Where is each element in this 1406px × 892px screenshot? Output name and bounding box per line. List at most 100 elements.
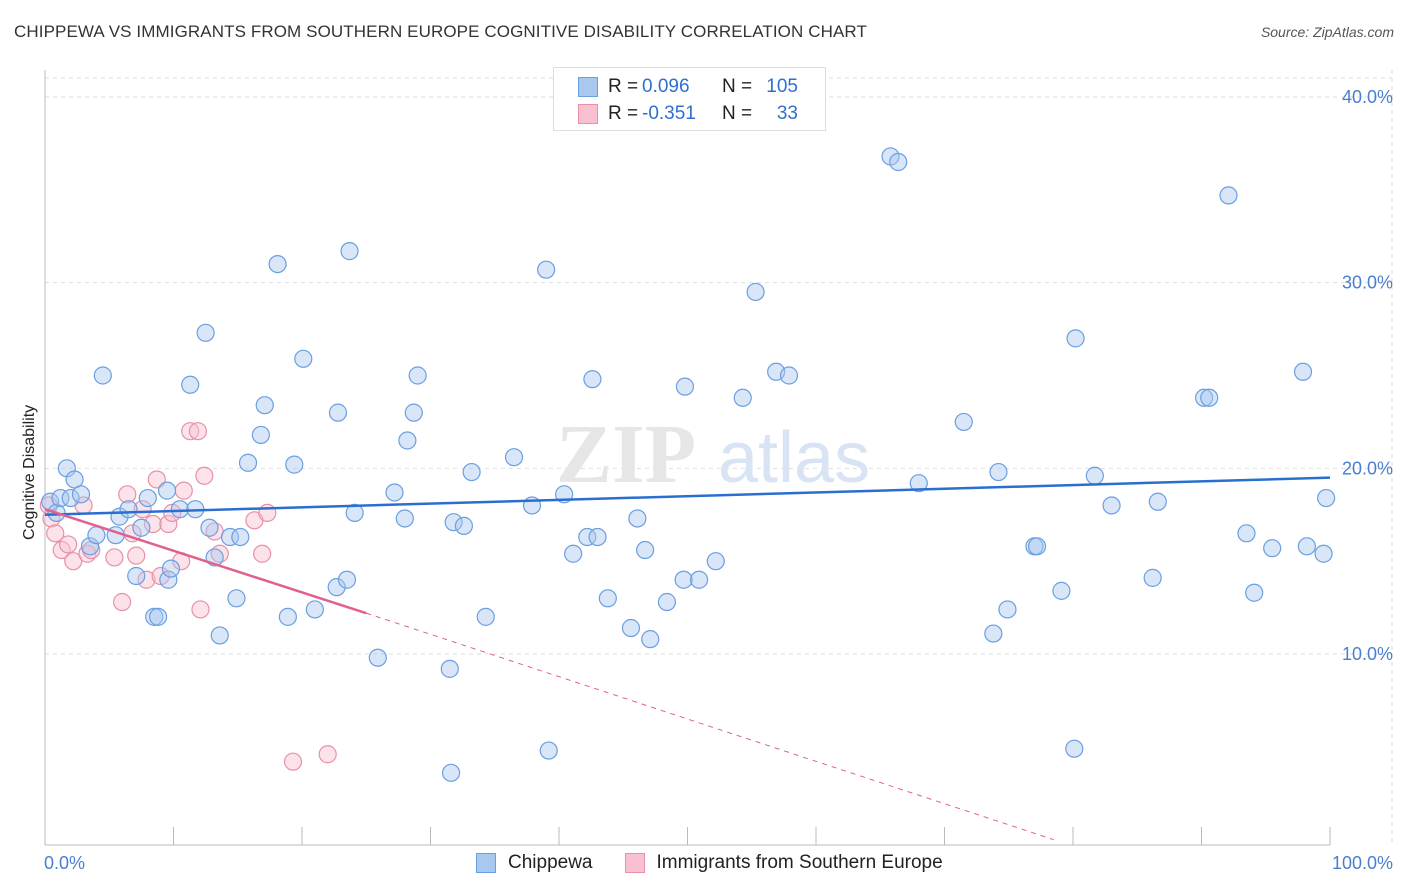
data-point-chippewa — [621, 618, 641, 638]
data-point-chippewa — [328, 403, 348, 422]
data-point-chippewa — [1219, 186, 1238, 205]
data-point-chippewa — [148, 607, 168, 626]
data-point-chippewa — [170, 500, 190, 519]
data-point-chippewa — [504, 448, 524, 467]
legend-swatch-chippewa — [578, 77, 598, 97]
data-point-chippewa — [132, 518, 151, 537]
data-point-chippewa — [398, 431, 417, 450]
data-point-immigrants — [118, 485, 137, 504]
data-point-chippewa — [444, 513, 463, 532]
legend: R = 0.096 N = 105 R = -0.351 N = 33 — [553, 67, 826, 131]
trend-line-immigrants — [44, 507, 367, 615]
data-point-chippewa — [71, 485, 91, 504]
data-point-chippewa — [157, 481, 177, 500]
legend-n-value: 33 — [776, 103, 798, 124]
data-point-chippewa — [93, 366, 112, 385]
y-tick-label: 40.0% — [1342, 87, 1393, 107]
data-point-immigrants — [147, 470, 166, 489]
data-point-chippewa — [285, 455, 304, 474]
data-point-chippewa — [340, 242, 359, 261]
data-point-chippewa — [1200, 388, 1219, 407]
legend-n-label: N = — [722, 103, 753, 124]
data-point-chippewa — [294, 349, 313, 368]
tick-labels: 10.0% 20.0% 30.0% 40.0% 0.0% 100.0% — [44, 87, 1393, 873]
series-immigrants-points — [39, 422, 337, 771]
data-point-chippewa — [635, 540, 655, 560]
legend-row-chippewa: R = 0.096 N = 105 — [578, 75, 798, 99]
data-point-chippewa — [404, 403, 423, 422]
data-point-chippewa — [278, 607, 297, 626]
data-point-chippewa — [368, 648, 387, 667]
data-point-chippewa — [1085, 466, 1104, 485]
data-point-chippewa — [61, 488, 80, 508]
bottom-legend-swatch-chippewa — [476, 853, 496, 873]
data-point-chippewa — [588, 527, 607, 547]
axes — [44, 70, 1331, 846]
data-point-chippewa — [1194, 388, 1214, 407]
data-point-chippewa — [984, 624, 1003, 643]
legend-n-value: 105 — [766, 76, 798, 97]
data-point-immigrants — [253, 544, 272, 563]
trend-line-chippewa — [44, 476, 1331, 516]
data-point-chippewa — [628, 509, 647, 528]
data-point-chippewa — [1052, 581, 1071, 600]
bottom-legend-label-chippewa: Chippewa — [508, 852, 593, 873]
legend-r-label: R = — [608, 76, 639, 97]
data-point-immigrants — [188, 422, 208, 441]
legend-r-label: R = — [608, 103, 639, 124]
data-point-chippewa — [1263, 539, 1282, 558]
trend-lines — [44, 476, 1331, 841]
series-chippewa-points — [41, 147, 1336, 782]
data-point-chippewa — [909, 474, 928, 493]
data-point-chippewa — [1065, 739, 1084, 758]
data-point-chippewa — [210, 626, 229, 645]
data-point-chippewa — [1245, 583, 1264, 602]
y-tick-label: 10.0% — [1342, 644, 1393, 664]
data-point-chippewa — [889, 152, 908, 172]
data-point-chippewa — [385, 483, 404, 502]
data-point-chippewa — [231, 527, 250, 547]
data-point-chippewa — [1148, 492, 1167, 511]
legend-r-value: -0.351 — [642, 103, 696, 124]
data-point-chippewa — [454, 516, 474, 535]
data-point-chippewa — [161, 559, 181, 578]
data-point-chippewa — [706, 552, 725, 571]
data-point-chippewa — [200, 518, 219, 537]
data-point-chippewa — [1297, 537, 1316, 556]
data-point-chippewa — [51, 488, 70, 508]
data-point-chippewa — [251, 425, 270, 445]
data-point-chippewa — [989, 462, 1008, 482]
data-point-chippewa — [641, 630, 660, 649]
data-point-chippewa — [1102, 496, 1121, 515]
legend-swatch-immigrants — [578, 104, 598, 124]
data-point-chippewa — [462, 462, 481, 482]
data-point-chippewa — [80, 537, 100, 556]
data-point-immigrants — [105, 548, 124, 567]
data-point-chippewa — [1317, 488, 1336, 508]
data-point-chippewa — [196, 323, 215, 342]
data-point-immigrants — [195, 466, 214, 485]
data-point-chippewa — [1314, 544, 1333, 563]
data-point-chippewa — [998, 600, 1017, 619]
data-point-immigrants — [318, 745, 337, 764]
data-point-chippewa — [440, 659, 459, 678]
data-point-chippewa — [159, 570, 178, 589]
data-point-chippewa — [227, 589, 246, 608]
grid-lines — [45, 70, 1393, 845]
data-point-chippewa — [689, 570, 709, 589]
data-point-chippewa — [119, 500, 138, 519]
data-point-immigrants — [137, 570, 156, 589]
data-point-immigrants — [133, 500, 152, 519]
data-point-immigrants — [64, 552, 83, 571]
data-point-chippewa — [578, 527, 597, 547]
data-point-chippewa — [1143, 568, 1162, 587]
data-point-chippewa — [1027, 537, 1047, 556]
data-point-chippewa — [476, 607, 495, 626]
data-point-immigrants — [159, 514, 178, 534]
legend-row-immigrants: R = -0.351 N = 33 — [578, 102, 798, 126]
data-point-chippewa — [268, 255, 287, 274]
x-tick-label: 100.0% — [1332, 853, 1393, 873]
data-point-chippewa — [733, 388, 752, 407]
bottom-legend-chippewa: Chippewa — [476, 852, 593, 874]
